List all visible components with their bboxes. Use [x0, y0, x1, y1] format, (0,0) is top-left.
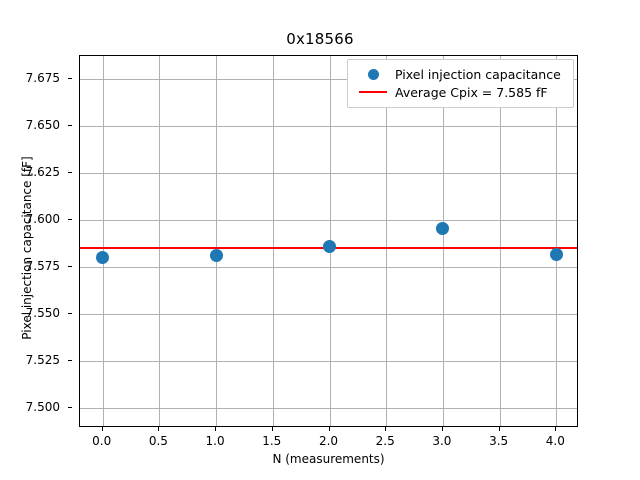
data-point — [323, 240, 336, 254]
x-axis-tick — [215, 427, 217, 431]
y-axis-tick-label: 7.625 — [25, 165, 60, 180]
x-axis-tick-label: 2.5 — [375, 434, 395, 448]
gridline-horizontal — [80, 173, 577, 175]
y-axis-tick — [68, 266, 72, 268]
data-point — [549, 247, 563, 261]
gridline-vertical — [272, 56, 274, 426]
plot-area — [79, 55, 578, 427]
y-axis-tick-label: 7.500 — [25, 400, 60, 415]
x-axis-tick — [441, 427, 443, 431]
y-axis-tick-label: 7.650 — [25, 118, 60, 133]
x-axis-tick — [498, 427, 500, 431]
y-axis-tick — [68, 219, 72, 221]
x-axis-tick-label: 2.0 — [318, 434, 339, 448]
y-axis-tick-label: 7.525 — [25, 353, 60, 368]
x-axis-tick-label: 0.0 — [92, 434, 112, 448]
y-axis-tick — [68, 172, 72, 174]
x-axis-tick — [101, 427, 103, 431]
x-axis-tick — [385, 427, 387, 431]
legend-marker-circle-icon — [355, 68, 391, 80]
x-axis-tick-label: 0.5 — [148, 434, 168, 448]
gridline-horizontal — [80, 267, 577, 269]
gridline-horizontal — [80, 220, 577, 222]
line-icon — [359, 91, 387, 93]
y-axis-tick — [68, 407, 72, 409]
legend-label-average: Average Cpix = 7.585 fF — [395, 84, 548, 100]
data-point — [96, 250, 110, 264]
x-axis-tick-label: 4.0 — [545, 434, 565, 448]
x-axis-tick — [328, 427, 330, 431]
y-axis-tick-label: 7.550 — [25, 306, 60, 321]
gridline-horizontal — [80, 361, 577, 363]
y-axis-label: Pixel injection capacitance [fF] — [20, 156, 34, 340]
gridline-vertical — [386, 56, 388, 426]
x-axis-tick-label: 1.0 — [205, 434, 225, 448]
legend-marker-line-icon — [355, 91, 391, 93]
y-axis-tick-labels: 7.500 7.525 7.550 7.575 7.600 7.625 7.650 7.675 — [0, 55, 72, 427]
gridline-vertical — [556, 56, 558, 426]
gridline-horizontal — [80, 79, 577, 81]
gridline-horizontal — [80, 126, 577, 128]
legend-label-scatter: Pixel injection capacitance — [395, 66, 561, 82]
gridline-vertical — [216, 56, 218, 426]
gridline-vertical — [159, 56, 161, 426]
y-axis-tick — [68, 125, 72, 127]
x-axis-tick-label: 1.5 — [262, 434, 282, 448]
y-axis-tick-label: 7.575 — [25, 259, 60, 274]
legend-item-scatter: Pixel injection capacitance — [355, 65, 566, 83]
x-axis-tick — [555, 427, 557, 431]
gridline-horizontal — [80, 408, 577, 410]
gridline-vertical — [499, 56, 501, 426]
y-axis-tick — [68, 78, 72, 80]
circle-icon — [367, 68, 379, 80]
x-axis-tick-label: 3.5 — [489, 434, 509, 448]
x-axis-tick-labels: 0.0 0.5 1.0 1.5 2.0 2.5 3.0 3.5 4.0 — [79, 55, 578, 448]
chart-title: 0x18566 — [286, 30, 354, 48]
chart-legend: Pixel injection capacitance Average Cpix… — [347, 59, 574, 108]
gridline-vertical — [102, 56, 104, 426]
y-axis-tick-label: 7.600 — [25, 212, 60, 227]
y-axis-tick — [68, 360, 72, 362]
data-point — [436, 222, 450, 236]
data-point — [209, 248, 223, 262]
x-axis-tick — [271, 427, 273, 431]
gridline-horizontal — [80, 314, 577, 316]
gridline-vertical — [442, 56, 444, 426]
x-axis-tick-label: 3.0 — [432, 434, 452, 448]
y-axis-tick — [68, 313, 72, 315]
y-axis-tick-label: 7.675 — [25, 71, 60, 86]
legend-item-average: Average Cpix = 7.585 fF — [355, 83, 566, 101]
x-axis-label: N (measurements) — [272, 452, 385, 466]
x-axis-tick — [158, 427, 160, 431]
